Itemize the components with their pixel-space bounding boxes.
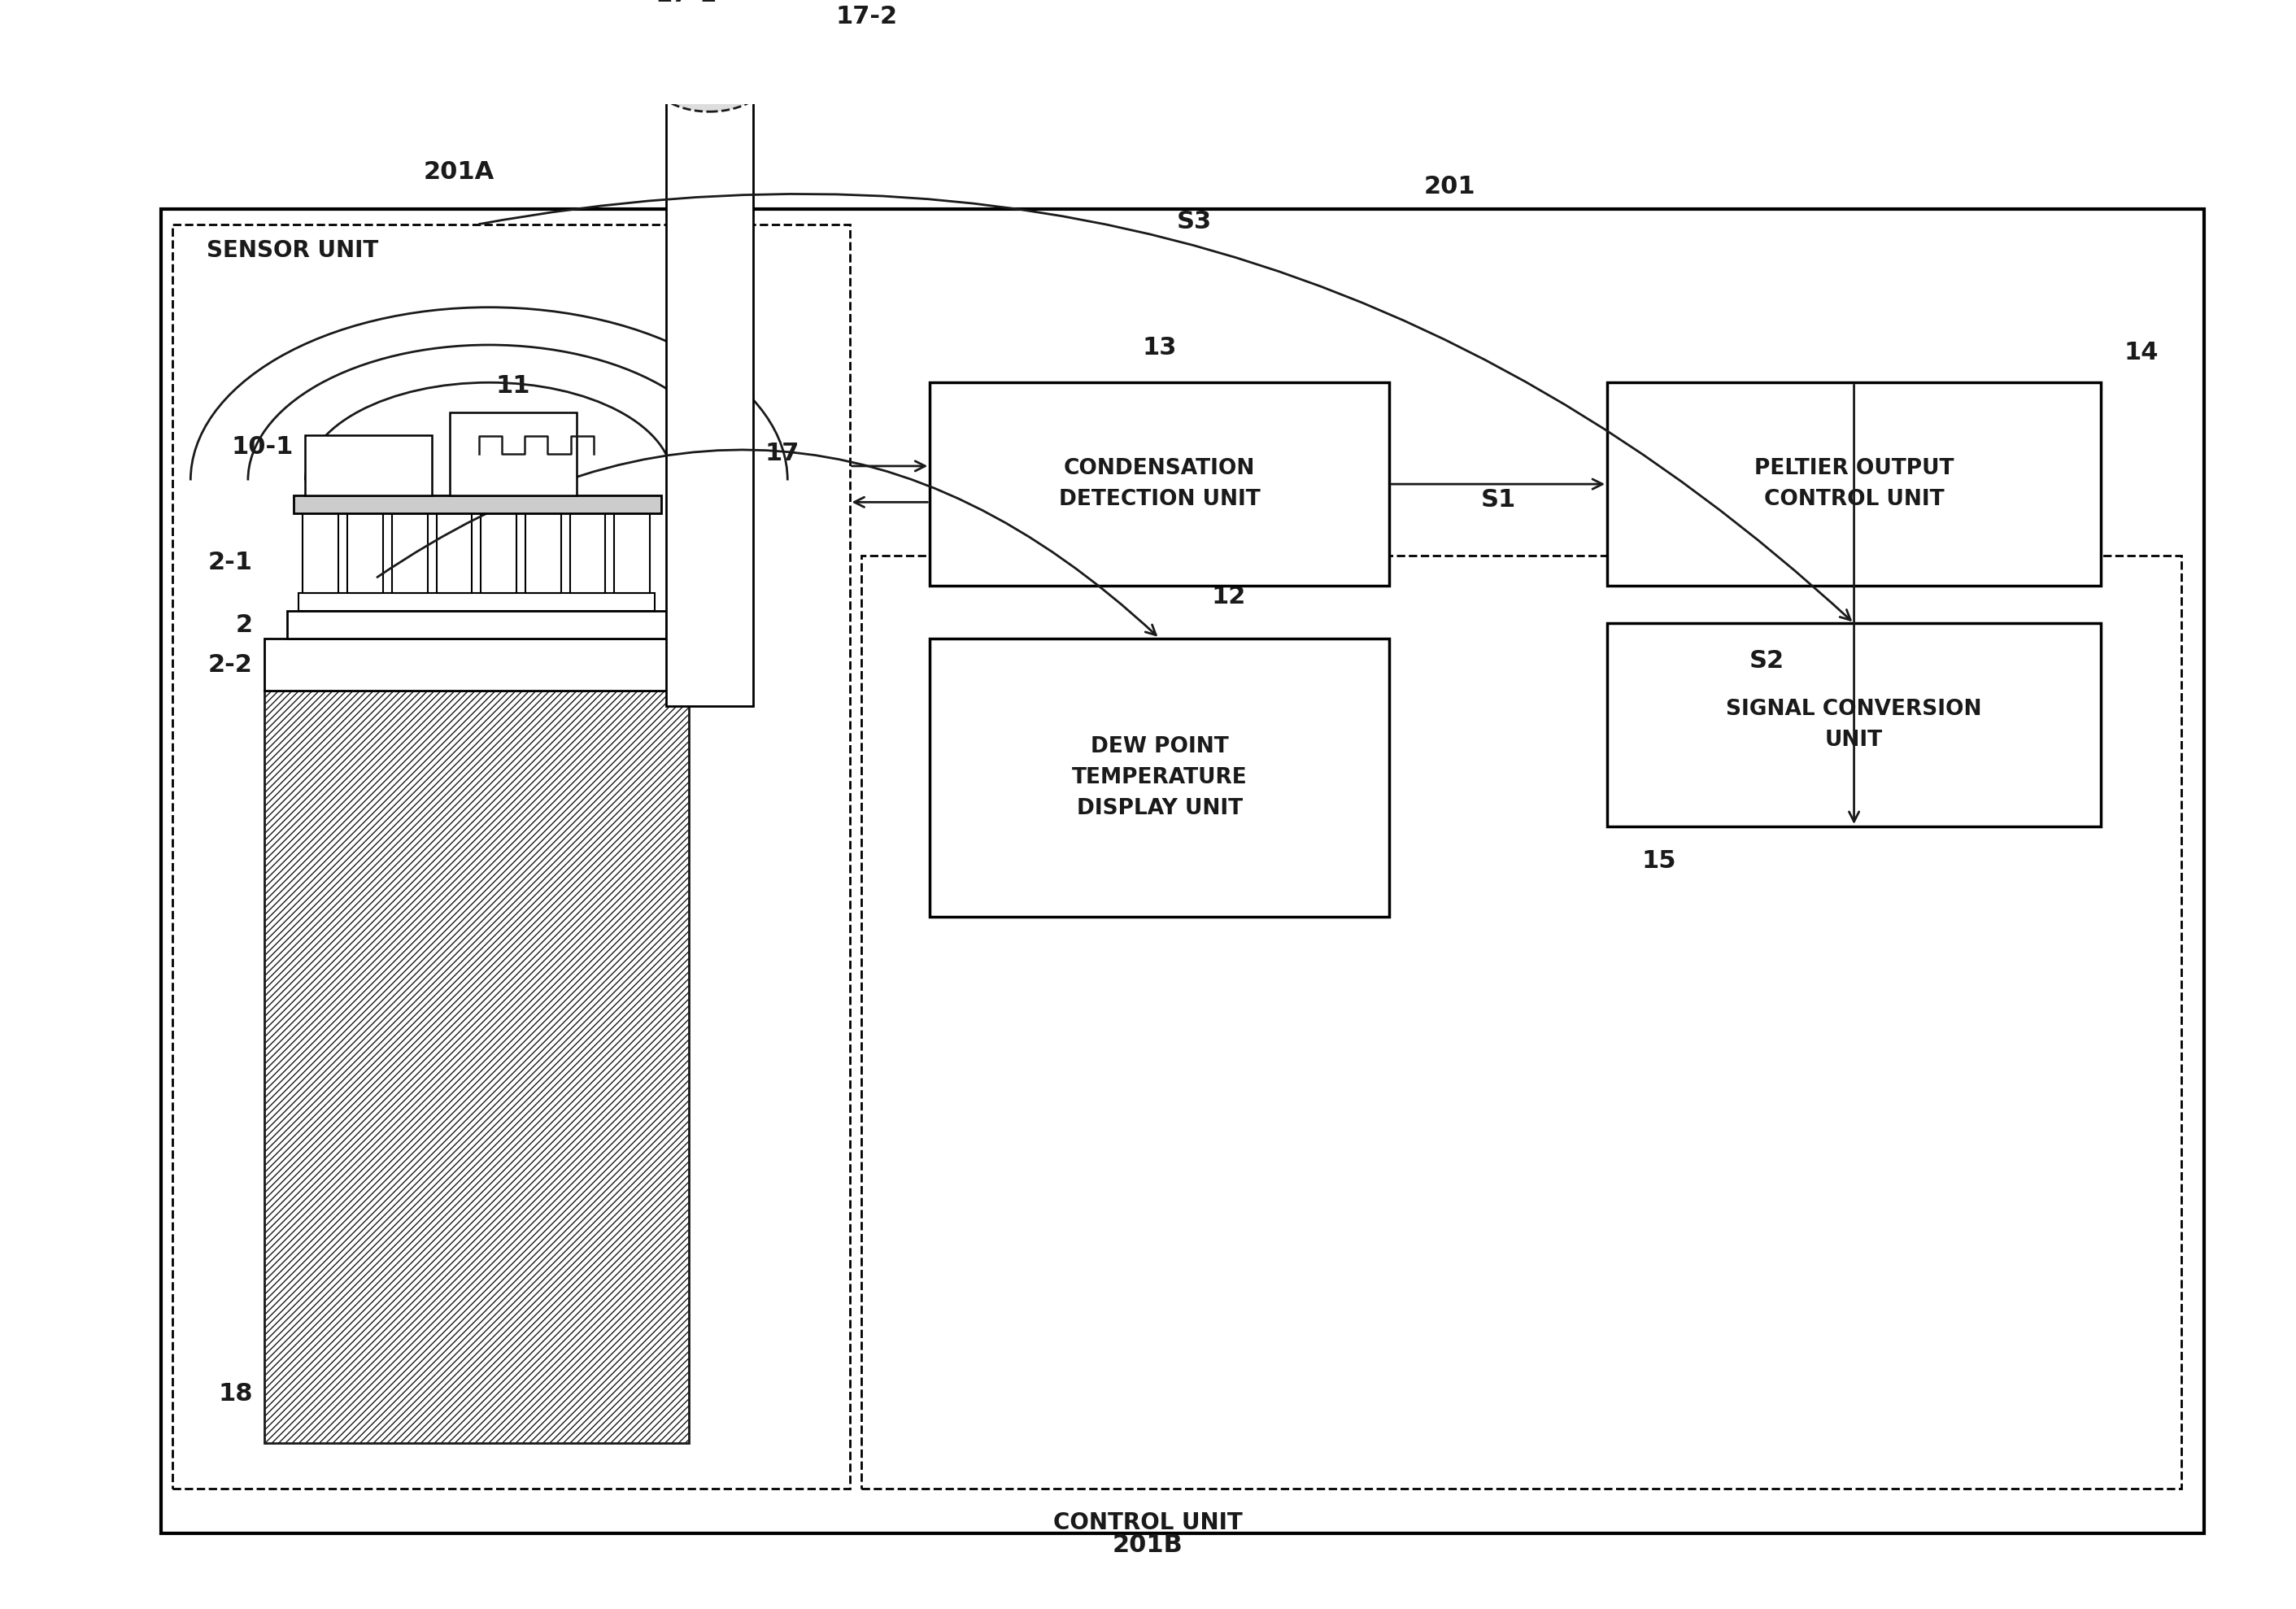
Text: 2-1: 2-1 — [209, 550, 253, 574]
Bar — [1607, 383, 2101, 586]
Text: PELTIER OUTPUT
CONTROL UNIT: PELTIER OUTPUT CONTROL UNIT — [1754, 459, 1954, 510]
Bar — [569, 513, 606, 594]
Bar — [172, 225, 850, 1488]
Text: 201: 201 — [1424, 175, 1476, 198]
Text: S1: S1 — [1481, 488, 1515, 512]
Text: 11: 11 — [496, 373, 530, 397]
Bar — [666, 74, 753, 706]
Text: 17-2: 17-2 — [836, 5, 898, 29]
Ellipse shape — [647, 37, 771, 111]
Text: 201B: 201B — [1114, 1533, 1182, 1558]
Text: 17: 17 — [765, 441, 799, 465]
Bar — [287, 611, 666, 639]
Bar — [347, 513, 383, 594]
Text: SIGNAL CONVERSION
UNIT: SIGNAL CONVERSION UNIT — [1727, 698, 1981, 751]
Bar — [264, 690, 689, 1443]
FancyArrowPatch shape — [377, 451, 1155, 636]
Text: S3: S3 — [1176, 209, 1212, 233]
Bar — [161, 209, 2204, 1533]
Bar — [298, 594, 654, 611]
Bar — [303, 513, 338, 594]
Bar — [480, 513, 517, 594]
Text: 15: 15 — [1642, 850, 1676, 872]
Text: 12: 12 — [1210, 584, 1247, 608]
Text: 2-2: 2-2 — [209, 653, 253, 676]
Bar — [930, 639, 1389, 917]
Text: 14: 14 — [2124, 341, 2158, 365]
Text: 201A: 201A — [425, 159, 494, 183]
Text: 18: 18 — [218, 1382, 253, 1406]
Text: 10-1: 10-1 — [232, 436, 294, 459]
Text: 10: 10 — [673, 492, 707, 516]
Bar — [393, 513, 427, 594]
Bar — [436, 513, 473, 594]
Text: CONDENSATION
DETECTION UNIT: CONDENSATION DETECTION UNIT — [1058, 459, 1261, 510]
FancyArrowPatch shape — [480, 195, 1851, 619]
Text: DEW POINT
TEMPERATURE
DISPLAY UNIT: DEW POINT TEMPERATURE DISPLAY UNIT — [1072, 735, 1247, 819]
Text: 2: 2 — [236, 613, 253, 637]
Bar — [264, 690, 689, 1443]
Bar — [450, 412, 576, 496]
Bar — [305, 434, 432, 496]
Bar — [1607, 623, 2101, 827]
Text: S2: S2 — [1750, 648, 1784, 673]
Bar — [264, 639, 689, 690]
Text: 13: 13 — [1141, 336, 1178, 360]
Text: CONTROL UNIT: CONTROL UNIT — [1054, 1511, 1242, 1533]
Bar — [615, 513, 650, 594]
Bar — [861, 555, 2181, 1488]
Bar — [526, 513, 560, 594]
Text: SENSOR UNIT: SENSOR UNIT — [207, 240, 379, 262]
Bar — [930, 383, 1389, 586]
Bar — [294, 496, 661, 513]
Text: 17-1: 17-1 — [654, 0, 719, 6]
